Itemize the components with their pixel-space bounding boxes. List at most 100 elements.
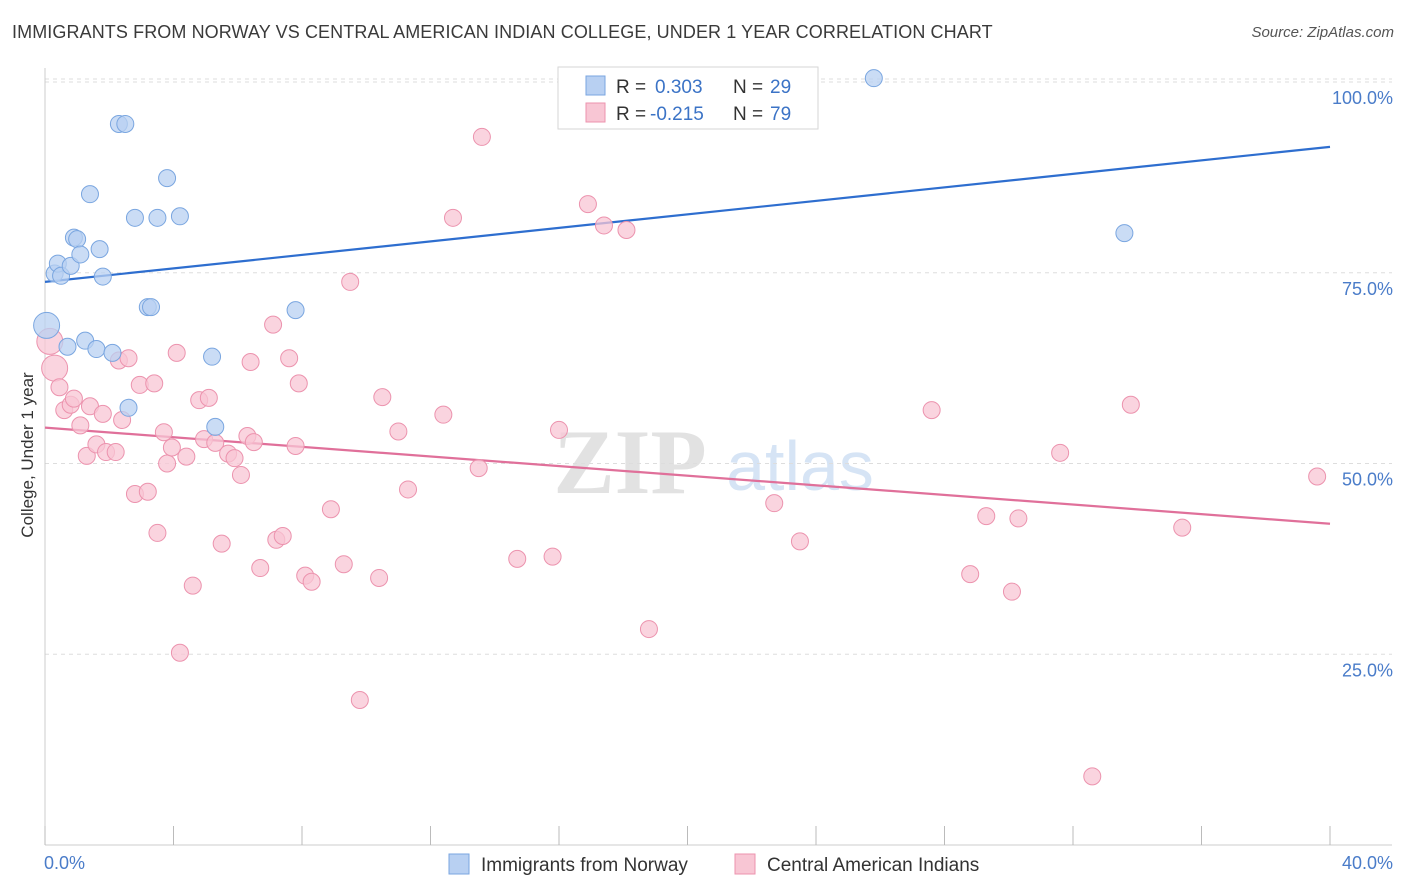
central-american-point (264, 315, 283, 334)
central-american-point (138, 482, 157, 501)
central-american-point (373, 388, 392, 407)
central-american-point (370, 568, 389, 587)
central-american-point (790, 532, 809, 551)
axes (44, 68, 1392, 846)
watermark-zip: ZIP (553, 411, 706, 513)
central-american-point (41, 354, 69, 382)
central-american-point (289, 374, 308, 393)
central-american-point (617, 221, 636, 240)
central-american-point (550, 420, 568, 439)
central-american-point (543, 547, 562, 566)
norway-point (142, 298, 161, 317)
central-american-point (170, 643, 189, 662)
axis-ticks (44, 826, 1331, 845)
central-american-point (93, 404, 112, 423)
y-axis-title: College, Under 1 year (18, 372, 37, 538)
central-american-point (199, 388, 218, 407)
central-american-point (639, 620, 658, 639)
norway-point (87, 340, 106, 359)
norway-point (33, 311, 61, 339)
norway-point (103, 343, 122, 362)
central-american-point (1121, 395, 1140, 414)
central-american-point (389, 422, 408, 441)
central-american-point (225, 449, 244, 468)
central-american-point (321, 500, 340, 519)
central-american-point (472, 127, 491, 146)
y-tick-label: 50.0% (1342, 470, 1393, 490)
central-american-point (280, 349, 299, 368)
central-american-point (177, 447, 196, 466)
central-american-point (212, 534, 231, 553)
central-american-point (183, 576, 202, 595)
central-american-point (158, 454, 177, 473)
central-american-point (1308, 467, 1327, 486)
central-american-point (286, 436, 305, 455)
central-american-point (244, 433, 263, 452)
watermark-atlas: atlas (726, 427, 874, 505)
legend-r-label-1: R = (616, 77, 646, 98)
central-american-point (167, 343, 186, 362)
norway-point (71, 245, 90, 264)
central-american-point (334, 555, 353, 574)
norway-point (203, 347, 222, 366)
legend-r-label-2: R = (616, 104, 646, 125)
norway-point (90, 240, 109, 259)
norway-point (116, 114, 135, 133)
central-american-point (241, 353, 260, 372)
central-american-point (50, 378, 69, 397)
x-tick-label-right: 40.0% (1342, 853, 1393, 873)
bottom-legend-swatch-central-american (734, 853, 756, 875)
central-american-point (231, 465, 250, 484)
norway-point (170, 207, 189, 226)
central-american-point (145, 374, 164, 393)
central-american-point (922, 401, 941, 420)
central-american-point (162, 438, 181, 457)
central-american-point (148, 523, 167, 542)
central-american-point (594, 216, 613, 235)
central-american-point (1002, 582, 1021, 601)
central-american-point (106, 443, 125, 462)
central-american-point (578, 195, 597, 214)
legend-swatch-pink (585, 102, 606, 123)
legend-n-label-1: N = (733, 77, 763, 98)
bottom-legend-label-norway: Immigrants from Norway (481, 855, 688, 876)
central-american-point (1009, 509, 1028, 528)
legend-n-value-2: 79 (770, 104, 791, 125)
y-tick-label: 75.0% (1342, 279, 1393, 299)
series-norway-points (33, 69, 1134, 436)
central-american-point (154, 423, 173, 442)
y-tick-label: 100.0% (1332, 88, 1393, 108)
central-american-point (443, 208, 462, 227)
central-american-point (399, 480, 418, 499)
norway-point (286, 301, 305, 320)
series-central-american-points (36, 127, 1327, 786)
norway-point (158, 169, 177, 188)
legend-n-label-2: N = (733, 104, 763, 125)
central-american-point (1083, 767, 1102, 786)
norway-point (1115, 224, 1134, 243)
legend-r-value-1: 0.303 (655, 77, 703, 98)
central-american-point (1051, 443, 1070, 462)
central-american-point (251, 559, 270, 578)
y-tick-labels: 100.0% 75.0% 50.0% 25.0% (1332, 88, 1393, 680)
chart-title: IMMIGRANTS FROM NORWAY VS CENTRAL AMERIC… (12, 22, 993, 42)
central-american-point (977, 507, 996, 526)
norway-point (58, 337, 77, 356)
norway-point (93, 267, 112, 286)
central-american-point (341, 272, 360, 291)
central-american-point (71, 416, 90, 435)
central-american-point (469, 459, 488, 478)
legend-r-value-2: -0.215 (650, 104, 704, 125)
legend-n-value-1: 29 (770, 77, 791, 98)
central-american-point (302, 572, 321, 591)
correlation-legend: R = 0.303 N = 29 R = -0.215 N = 79 (557, 66, 819, 130)
norway-point (125, 208, 144, 227)
norway-point (80, 185, 99, 204)
series-legend: Immigrants from Norway Central American … (448, 853, 979, 876)
x-tick-label-left: 0.0% (44, 853, 85, 873)
norway-point (119, 398, 138, 417)
norway-point (148, 208, 167, 227)
central-american-point (961, 565, 980, 584)
source-credit: Source: ZipAtlas.com (1251, 24, 1394, 41)
